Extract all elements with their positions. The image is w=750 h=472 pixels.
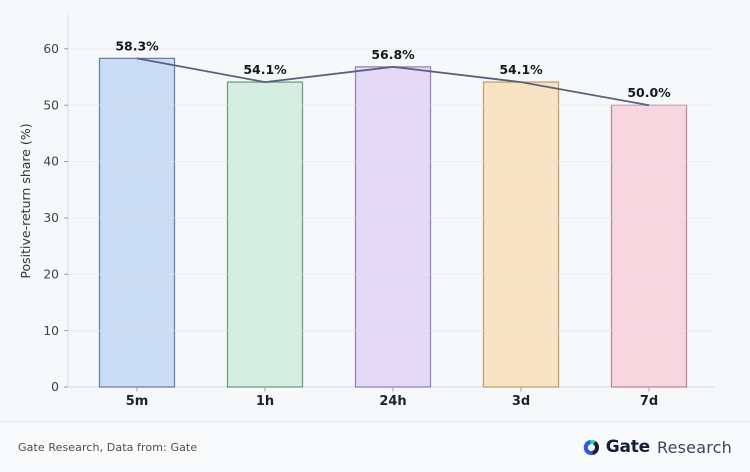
bar-24h <box>354 66 432 388</box>
y-axis-title: Positive-return share (%) <box>18 123 33 278</box>
value-label: 58.3% <box>115 38 159 53</box>
trend-line <box>136 57 650 107</box>
y-tick-label: 20 <box>43 267 59 281</box>
y-tick-label: 30 <box>43 211 59 225</box>
value-label: 56.8% <box>371 47 415 62</box>
y-tick-label: 10 <box>43 324 59 338</box>
x-tick-label: 3d <box>512 394 530 409</box>
gate-research-logo: Gate Research <box>582 437 732 457</box>
gate-logo-icon <box>583 439 599 455</box>
y-tick-label: 60 <box>43 42 59 56</box>
bar-1h <box>226 81 304 388</box>
y-tick-label: 40 <box>43 155 59 169</box>
value-label: 50.0% <box>627 85 671 100</box>
chart-footer: Gate Research, Data from: Gate Gate Rese… <box>0 421 750 472</box>
x-tick-label: 7d <box>640 394 658 409</box>
logo-brand-suffix: Research <box>657 437 732 457</box>
bar-3d <box>482 81 560 388</box>
value-label: 54.1% <box>243 62 287 77</box>
logo-brand-name: Gate <box>605 437 650 457</box>
x-tick-label: 5m <box>126 394 149 409</box>
bar-chart: 0 10 20 30 40 50 60 Positive-return share (%) 58… <box>18 15 714 409</box>
source-note: Gate Research, Data from: Gate <box>18 440 198 454</box>
x-tick-label: 24h <box>379 394 406 409</box>
bar-7d <box>610 104 688 388</box>
y-tick-label: 50 <box>43 98 59 112</box>
bar-5m <box>98 57 176 388</box>
value-label: 54.1% <box>499 62 543 77</box>
y-tick-label: 0 <box>51 380 59 394</box>
x-tick-label: 1h <box>256 394 274 409</box>
